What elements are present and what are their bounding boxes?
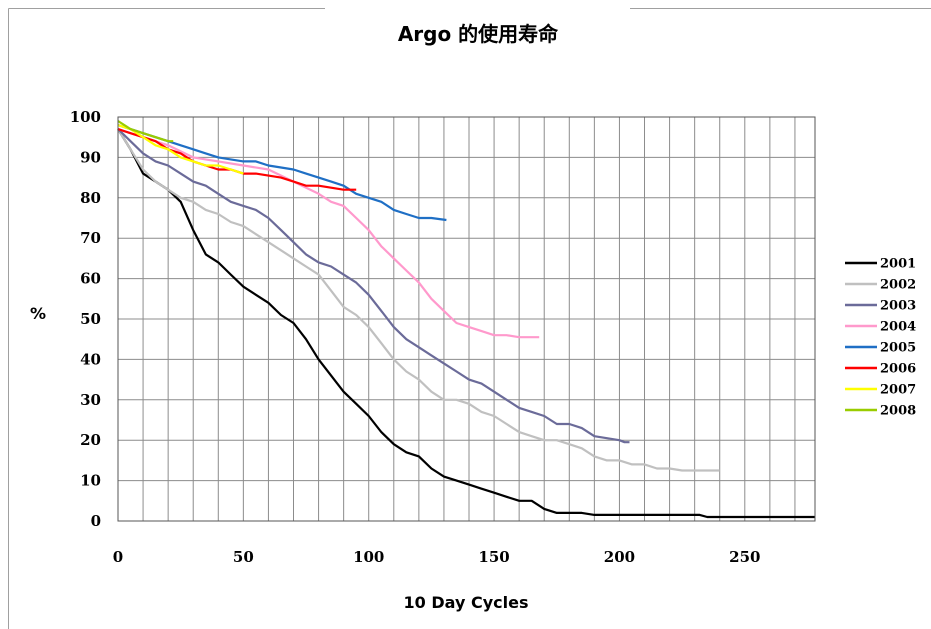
y-tick-label: 50 xyxy=(80,310,101,328)
legend-item-2001: 2001 xyxy=(845,257,916,272)
legend-label: 2006 xyxy=(880,362,916,377)
y-tick-label: 30 xyxy=(80,391,101,409)
legend-label: 2004 xyxy=(880,320,916,335)
chart-frame xyxy=(8,8,931,629)
x-tick-label: 0 xyxy=(113,548,123,566)
chart-title: Argo 的使用寿命 xyxy=(398,22,559,46)
series-line-2002 xyxy=(117,128,720,472)
y-tick-label: 100 xyxy=(70,108,101,126)
series-line-2008 xyxy=(117,120,174,143)
x-tick-label: 200 xyxy=(604,548,635,566)
grid xyxy=(118,117,815,521)
series-line-2003 xyxy=(117,128,630,444)
legend-label: 2002 xyxy=(880,278,916,293)
x-axis-label: 10 Day Cycles xyxy=(404,593,529,612)
legend-label: 2001 xyxy=(880,257,916,272)
x-tick-label: 150 xyxy=(478,548,509,566)
legend-item-2002: 2002 xyxy=(845,278,916,293)
y-tick-labels: 0 10 20 30 40 50 60 70 80 90 100 xyxy=(70,108,101,530)
series-line-2007 xyxy=(117,124,244,175)
x-tick-labels: 0 50 100 150 200 250 xyxy=(113,548,761,566)
y-tick-label: 70 xyxy=(80,229,101,247)
legend-item-2008: 2008 xyxy=(845,404,916,419)
y-tick-label: 90 xyxy=(80,148,101,166)
legend-label: 2003 xyxy=(880,299,916,314)
legend-item-2006: 2006 xyxy=(845,362,916,377)
legend-item-2004: 2004 xyxy=(845,320,916,335)
series-line-2005 xyxy=(117,124,447,222)
y-tick-label: 0 xyxy=(91,512,101,530)
y-tick-label: 10 xyxy=(80,472,101,490)
plot-border xyxy=(117,116,816,522)
x-tick-label: 250 xyxy=(729,548,760,566)
y-axis-label: % xyxy=(30,304,46,323)
legend-item-2007: 2007 xyxy=(845,383,916,398)
x-tick-label: 100 xyxy=(353,548,384,566)
y-tick-label: 60 xyxy=(80,270,101,288)
legend: 2001 2002 2003 2004 2005 2006 2007 2008 xyxy=(845,257,916,419)
legend-item-2005: 2005 xyxy=(845,341,916,356)
legend-item-2003: 2003 xyxy=(845,299,916,314)
legend-label: 2008 xyxy=(880,404,916,419)
y-tick-label: 20 xyxy=(80,431,101,449)
series-line-2004 xyxy=(117,128,540,339)
legend-label: 2005 xyxy=(880,341,916,356)
series-line-2001 xyxy=(117,128,815,519)
legend-label: 2007 xyxy=(880,383,916,398)
series-layer xyxy=(117,120,815,519)
y-tick-label: 80 xyxy=(80,189,101,207)
plot-area xyxy=(117,116,816,522)
y-tick-label: 40 xyxy=(80,350,101,368)
x-tick-label: 50 xyxy=(233,548,254,566)
